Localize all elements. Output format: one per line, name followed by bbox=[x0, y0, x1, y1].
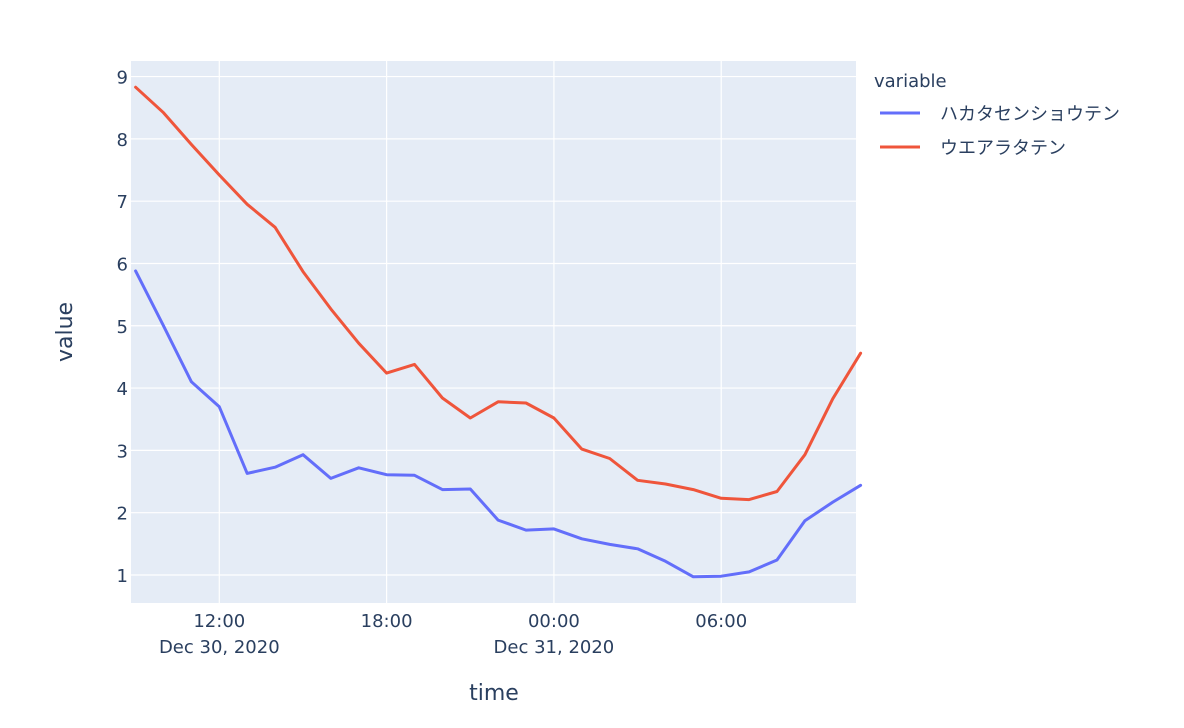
y-tick-label: 6 bbox=[117, 254, 128, 275]
x-tick-label: 12:00 bbox=[193, 611, 245, 632]
legend-item-series-2[interactable]: ウエアラタテン bbox=[880, 138, 1066, 159]
y-tick-label: 2 bbox=[117, 504, 128, 525]
x-tick-sublabel: Dec 31, 2020 bbox=[494, 637, 615, 658]
plot-background bbox=[131, 61, 856, 603]
legend-label-series-2: ウエアラタテン bbox=[940, 138, 1066, 159]
y-tick-label: 5 bbox=[117, 317, 128, 338]
x-axis-title: time bbox=[469, 681, 519, 706]
y-axis-ticks: 1 2 3 4 5 6 7 8 9 bbox=[117, 68, 128, 587]
x-tick-label: 06:00 bbox=[695, 611, 747, 632]
y-tick-label: 3 bbox=[117, 441, 128, 462]
x-tick-label: 18:00 bbox=[361, 611, 413, 632]
series-line-2 bbox=[134, 85, 863, 502]
legend-label-series-1: ハカタセンショウテン bbox=[940, 104, 1120, 125]
y-tick-label: 7 bbox=[117, 192, 128, 213]
x-tick-sublabel: Dec 30, 2020 bbox=[159, 637, 280, 658]
y-tick-label: 9 bbox=[117, 68, 128, 89]
x-tick-label: 00:00 bbox=[528, 611, 580, 632]
series-line-1 bbox=[134, 269, 863, 579]
grid-lines bbox=[131, 61, 856, 603]
y-tick-label: 8 bbox=[117, 130, 128, 151]
y-tick-label: 1 bbox=[117, 566, 128, 587]
legend-title: variable bbox=[874, 71, 947, 92]
y-tick-label: 4 bbox=[117, 379, 128, 400]
legend-item-series-1[interactable]: ハカタセンショウテン bbox=[880, 104, 1120, 125]
legend: variable ハカタセンショウテン ウエアラタテン bbox=[874, 71, 1120, 159]
x-axis-ticks: 12:00 Dec 30, 2020 18:00 00:00 Dec 31, 2020 0… bbox=[159, 611, 747, 658]
y-axis-title: value bbox=[53, 302, 78, 362]
series-lines bbox=[134, 85, 863, 579]
